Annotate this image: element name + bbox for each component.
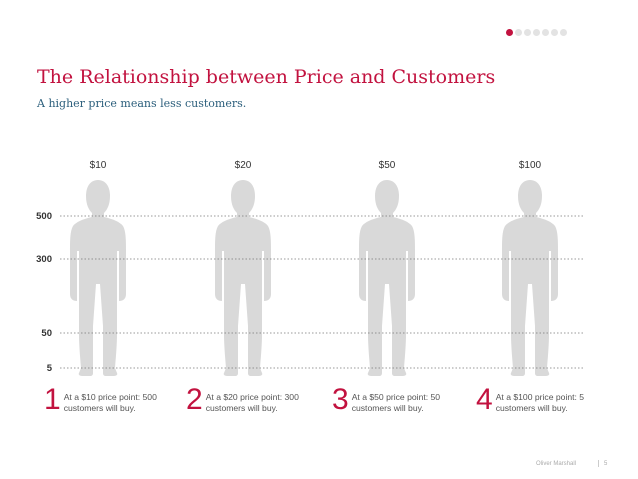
slide-title: The Relationship between Price and Custo… bbox=[37, 66, 496, 88]
price-label: $100 bbox=[519, 160, 542, 171]
person-silhouette bbox=[502, 180, 558, 376]
footer-author: Oliver Marshall bbox=[536, 461, 577, 468]
pager-dot[interactable] bbox=[524, 29, 531, 36]
figure-1 bbox=[70, 180, 126, 376]
person-silhouette bbox=[215, 180, 271, 376]
slide-subtitle: A higher price means less customers. bbox=[37, 97, 247, 110]
caption-text: At a $100 price point: 5 customers will … bbox=[495, 392, 585, 413]
figure-3 bbox=[359, 180, 415, 376]
y-tick-label: 300 bbox=[36, 254, 52, 265]
figure-2 bbox=[215, 180, 271, 376]
caption-3: 3 At a $50 price point: 50 customers wil… bbox=[332, 383, 456, 416]
caption-number: 1 bbox=[44, 383, 61, 416]
caption-4: 4 At a $100 price point: 5 customers wil… bbox=[476, 383, 600, 416]
caption-text: At a $20 price point: 300 customers will… bbox=[205, 392, 299, 413]
caption-number: 4 bbox=[476, 383, 493, 416]
price-label: $50 bbox=[379, 160, 396, 171]
slide-pager[interactable] bbox=[506, 29, 567, 36]
pager-dot[interactable] bbox=[533, 29, 540, 36]
caption-text: At a $10 price point: 500 customers will… bbox=[63, 392, 157, 413]
slide-footer: Oliver Marshall 5 bbox=[536, 460, 607, 467]
page-number: 5 bbox=[604, 461, 608, 468]
pager-dot[interactable] bbox=[551, 29, 558, 36]
caption-1: 1 At a $10 price point: 500 customers wi… bbox=[44, 383, 168, 416]
caption-text: At a $50 price point: 50 customers will … bbox=[351, 392, 441, 413]
pager-dot[interactable] bbox=[506, 29, 513, 36]
person-silhouette bbox=[70, 180, 126, 376]
caption-number: 2 bbox=[186, 383, 203, 416]
y-tick-label: 500 bbox=[36, 211, 52, 222]
caption-2: 2 At a $20 price point: 300 customers wi… bbox=[186, 383, 310, 416]
pager-dot[interactable] bbox=[542, 29, 549, 36]
caption-number: 3 bbox=[332, 383, 349, 416]
figure-4 bbox=[502, 180, 558, 376]
y-tick-label: 5 bbox=[47, 363, 53, 374]
person-silhouette bbox=[359, 180, 415, 376]
price-label: $10 bbox=[90, 160, 107, 171]
pager-dot[interactable] bbox=[560, 29, 567, 36]
pager-dot[interactable] bbox=[515, 29, 522, 36]
footer-divider bbox=[598, 460, 600, 467]
y-tick-label: 50 bbox=[41, 328, 52, 339]
price-label: $20 bbox=[235, 160, 252, 171]
